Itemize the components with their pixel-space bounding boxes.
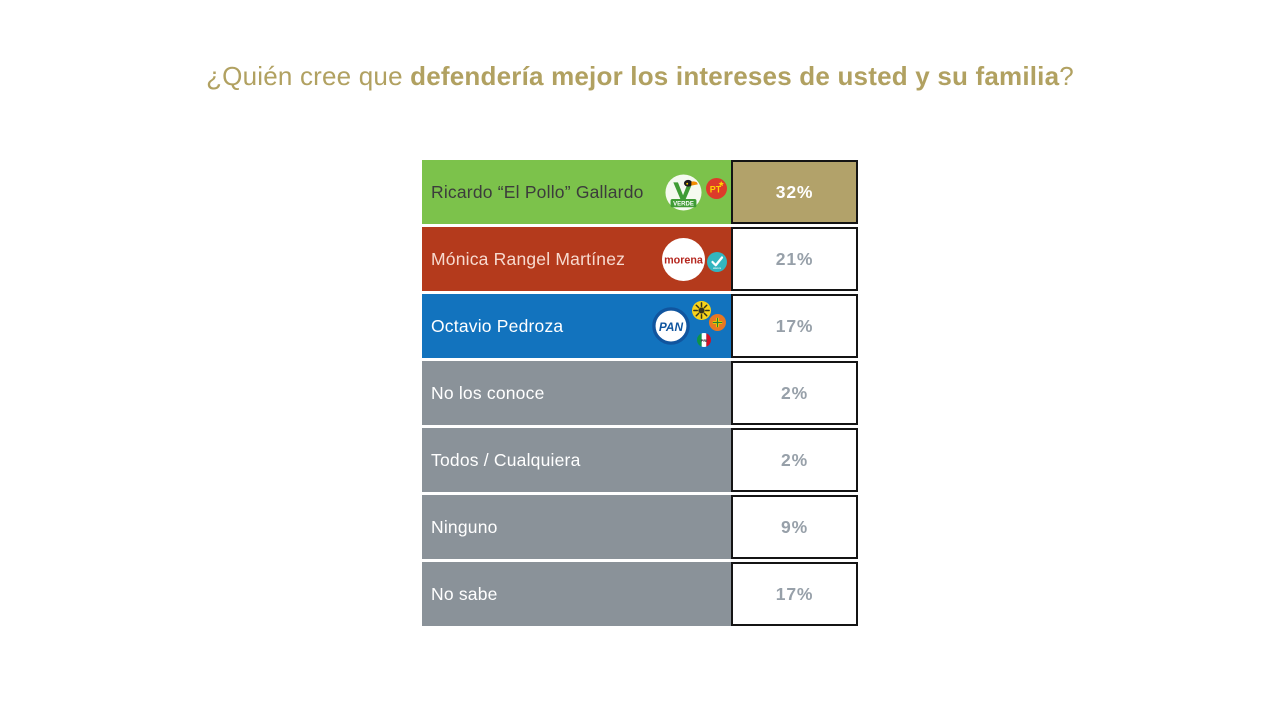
svg-text:VERDE: VERDE (673, 201, 694, 207)
candidate-label: Octavio Pedroza (431, 315, 564, 336)
nueva-alianza-logo: alianza (707, 252, 727, 272)
candidate-cell: No sabe (422, 562, 731, 626)
svg-text:alianza: alianza (713, 267, 722, 270)
svg-text:PAN: PAN (659, 320, 684, 334)
candidate-cell: Todos / Cualquiera (422, 428, 731, 492)
table-row: Octavio Pedroza PAN PRI 17% (422, 294, 858, 358)
table-row: Ninguno 9% (422, 495, 858, 559)
allied-party-logos: PRI (691, 300, 727, 352)
percentage-value: 17% (775, 583, 814, 604)
candidate-cell: Octavio Pedroza PAN PRI (422, 294, 731, 358)
party-logos: morena alianza (662, 227, 727, 291)
prd-logo (692, 301, 711, 320)
percentage-value: 9% (781, 516, 808, 537)
candidate-label: Todos / Cualquiera (431, 449, 581, 470)
party-logos: VERDE PT (665, 160, 727, 224)
poll-results-table: Ricardo “El Pollo” Gallardo VERDE PT 32% … (422, 160, 858, 626)
percentage-value: 21% (775, 248, 814, 269)
candidate-label: Mónica Rangel Martínez (431, 248, 626, 269)
candidate-cell: No los conoce (422, 361, 731, 425)
percentage-cell: 2% (731, 361, 858, 425)
table-row: No los conoce 2% (422, 361, 858, 425)
candidate-cell: Ninguno (422, 495, 731, 559)
title-bold-segment: defendería mejor los intereses de usted … (410, 61, 1060, 92)
party-logos: PAN PRI (652, 294, 727, 358)
percentage-cell: 17% (731, 294, 858, 358)
percentage-cell: 9% (731, 495, 858, 559)
percentage-cell: 17% (731, 562, 858, 626)
candidate-label: Ninguno (431, 516, 498, 537)
page-title: ¿Quién cree que defendería mejor los int… (0, 61, 1280, 92)
percentage-cell: 32% (731, 160, 858, 224)
percentage-cell: 2% (731, 428, 858, 492)
candidate-label: No los conoce (431, 382, 545, 403)
title-regular-suffix: ? (1059, 61, 1074, 92)
percentage-value: 32% (775, 181, 814, 202)
percentage-value: 17% (775, 315, 814, 336)
candidate-label: No sabe (431, 583, 498, 604)
pan-logo: PAN (652, 307, 690, 345)
table-row: Ricardo “El Pollo” Gallardo VERDE PT 32% (422, 160, 858, 224)
svg-text:PT: PT (710, 184, 722, 194)
candidate-cell: Ricardo “El Pollo” Gallardo VERDE PT (422, 160, 731, 224)
table-row: Mónica Rangel Martínez morena alianza 21% (422, 227, 858, 291)
pri-logo: PRI (697, 333, 711, 347)
title-regular-prefix: ¿Quién cree que (206, 61, 411, 92)
svg-text:morena: morena (664, 254, 704, 266)
pvem-verde-logo: VERDE (665, 173, 702, 211)
candidate-cell: Mónica Rangel Martínez morena alianza (422, 227, 731, 291)
morena-logo: morena (662, 237, 705, 281)
candidate-label: Ricardo “El Pollo” Gallardo (431, 181, 644, 202)
table-row: Todos / Cualquiera 2% (422, 428, 858, 492)
percentage-cell: 21% (731, 227, 858, 291)
percentage-value: 2% (781, 382, 808, 403)
svg-text:PRI: PRI (701, 339, 707, 343)
table-row: No sabe 17% (422, 562, 858, 626)
conciencia-popular-logo (709, 314, 726, 331)
pt-logo: PT (706, 177, 727, 199)
percentage-value: 2% (781, 449, 808, 470)
